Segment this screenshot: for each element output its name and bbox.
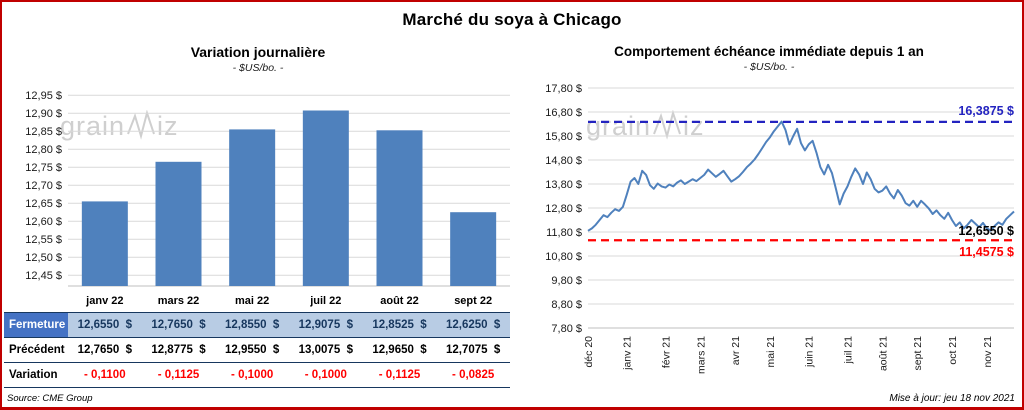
svg-text:oct 21: oct 21 — [947, 336, 959, 365]
svg-text:15,80 $: 15,80 $ — [545, 131, 582, 143]
source-note: Source: CME Group — [7, 393, 93, 404]
table-cell: 12,7650 $ — [141, 313, 216, 337]
svg-text:7,80 $: 7,80 $ — [551, 323, 582, 335]
row-label: Fermeture — [4, 313, 68, 337]
table-cell: 12,8550 $ — [215, 313, 289, 337]
month-label: juil 22 — [310, 295, 342, 307]
month-label: mars 22 — [157, 295, 200, 307]
svg-text:mars 21: mars 21 — [695, 336, 707, 374]
svg-text:12,60 $: 12,60 $ — [25, 216, 62, 228]
svg-text:12,80 $: 12,80 $ — [545, 203, 582, 215]
svg-text:12,6550 $: 12,6550 $ — [958, 224, 1014, 238]
svg-text:11,80 $: 11,80 $ — [546, 227, 582, 239]
svg-text:12,90 $: 12,90 $ — [25, 108, 62, 120]
line-chart-title: Comportement échéance immédiate depuis 1… — [614, 44, 924, 59]
table-cell: 12,7075 $ — [445, 344, 501, 356]
month-label: août 22 — [380, 295, 419, 307]
bar-chart-subtitle: - $US/bo. - — [232, 62, 284, 74]
svg-text:nov 21: nov 21 — [982, 336, 994, 368]
svg-text:12,95 $: 12,95 $ — [25, 90, 62, 102]
table-cell: 13,0075 $ — [298, 344, 353, 356]
table-cell: 12,8525 $ — [362, 313, 437, 337]
watermark-text-post: iz — [683, 111, 705, 141]
pulse-w-icon — [127, 110, 155, 140]
front-month-line-chart: 17,80 $ 16,80 $ 15,80 $ 14,80 $ 13,80 $ 12,80… — [545, 83, 1015, 374]
updated-note: Mise à jour: jeu 18 nov 2021 — [889, 393, 1015, 404]
svg-text:13,80 $: 13,80 $ — [545, 179, 582, 191]
svg-text:16,3875 $: 16,3875 $ — [958, 104, 1014, 118]
table-row-fermeture: Fermeture 12,6550 $ 12,7650 $ 12,8550 $ … — [4, 312, 510, 337]
table-cell: - 0,1000 — [231, 369, 274, 381]
table-cell: - 0,1100 — [84, 369, 126, 381]
page-title: Marché du soya à Chicago — [402, 10, 622, 29]
table-row-variation: Variation - 0,1100 - 0,1125 - 0,1000 - 0… — [4, 362, 510, 388]
svg-text:8,80 $: 8,80 $ — [551, 299, 582, 311]
watermark-text-post: iz — [157, 111, 179, 141]
svg-text:déc 20: déc 20 — [583, 336, 595, 368]
table-cell: 12,8775 $ — [151, 344, 206, 356]
svg-text:16,80 $: 16,80 $ — [545, 107, 582, 119]
daily-variation-panel: Variation journalière - $US/bo. - grain … — [2, 32, 514, 404]
svg-text:10,80 $: 10,80 $ — [545, 251, 582, 263]
svg-text:sept 21: sept 21 — [912, 336, 924, 371]
line-chart-subtitle: - $US/bo. - — [743, 61, 795, 73]
table-row-precedent: Précédent 12,7650 $ 12,8775 $ 12,9550 $ … — [4, 337, 510, 362]
svg-text:12,85 $: 12,85 $ — [25, 126, 62, 138]
table-cell: 12,6550 $ — [68, 313, 142, 337]
table-cell: - 0,1125 — [157, 369, 200, 381]
table-cell: 12,9075 $ — [288, 313, 363, 337]
svg-text:févr 21: févr 21 — [660, 336, 672, 368]
svg-text:17,80 $: 17,80 $ — [545, 83, 582, 95]
daily-variation-bar-chart: 12,95 $ 12,90 $ 12,85 $ 12,80 $ 12,75 $ 12,70… — [25, 90, 510, 287]
table-cell: - 0,0825 — [452, 369, 495, 381]
svg-text:janv 21: janv 21 — [622, 336, 634, 371]
svg-text:11,4575 $: 11,4575 $ — [959, 245, 1014, 259]
svg-text:août 21: août 21 — [877, 336, 889, 371]
grainwiz-watermark: grain iz — [60, 110, 179, 142]
table-cell: - 0,1125 — [378, 369, 421, 381]
svg-text:12,55 $: 12,55 $ — [25, 234, 62, 246]
bar-chart-x-axis: janv 22 mars 22 mai 22 juil 22 août 22 s… — [4, 290, 510, 312]
svg-text:12,65 $: 12,65 $ — [25, 198, 62, 210]
watermark-text-pre: grain — [60, 111, 126, 141]
svg-text:mai 21: mai 21 — [765, 336, 777, 368]
price-table: Fermeture 12,6550 $ 12,7650 $ 12,8550 $ … — [2, 312, 514, 388]
table-cell: 12,9550 $ — [224, 344, 280, 356]
svg-text:12,50 $: 12,50 $ — [25, 252, 62, 264]
svg-text:avr 21: avr 21 — [730, 336, 742, 365]
svg-text:14,80 $: 14,80 $ — [545, 155, 582, 167]
svg-text:juil 21: juil 21 — [842, 336, 854, 365]
bar-chart-title: Variation journalière — [190, 44, 326, 60]
row-label: Précédent — [9, 344, 65, 356]
table-cell: - 0,1000 — [304, 369, 347, 381]
svg-text:9,80 $: 9,80 $ — [551, 275, 582, 287]
table-cell: 12,6250 $ — [436, 313, 510, 337]
row-label: Variation — [9, 369, 58, 381]
month-label: mai 22 — [235, 295, 270, 307]
table-cell: 12,9650 $ — [372, 344, 427, 356]
month-label: janv 22 — [86, 295, 124, 307]
svg-text:12,70 $: 12,70 $ — [25, 180, 62, 192]
front-month-panel: Comportement échéance immédiate depuis 1… — [514, 32, 1022, 404]
svg-text:12,45 $: 12,45 $ — [25, 270, 62, 282]
svg-text:juin 21: juin 21 — [804, 336, 816, 368]
table-cell: 12,7650 $ — [77, 344, 132, 356]
svg-text:12,80 $: 12,80 $ — [25, 144, 62, 156]
svg-text:12,75 $: 12,75 $ — [25, 162, 62, 174]
month-label: sept 22 — [454, 295, 493, 307]
